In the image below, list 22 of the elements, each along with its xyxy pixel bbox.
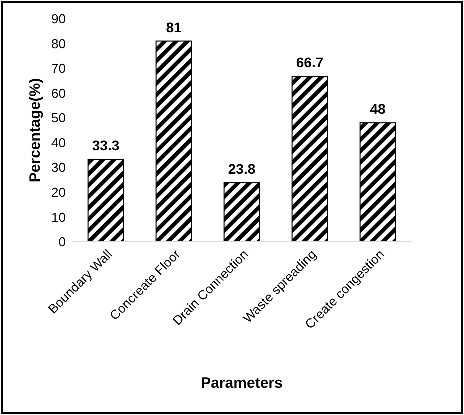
y-tick-label: 90 — [52, 12, 66, 27]
y-axis-title: Percentage(%) — [27, 78, 44, 183]
y-tick-label: 10 — [52, 210, 66, 225]
bar — [292, 76, 328, 242]
data-label: 66.7 — [296, 54, 324, 71]
y-tick-label: 50 — [52, 110, 66, 126]
bar — [360, 122, 396, 242]
bar — [156, 40, 192, 242]
y-tick-label: 40 — [52, 135, 66, 150]
data-label: 23.8 — [228, 161, 256, 178]
y-tick-label: 80 — [52, 36, 66, 52]
data-label: 81 — [166, 19, 182, 36]
x-axis-title: Parameters — [201, 375, 283, 392]
y-tick-label: 70 — [52, 61, 66, 76]
data-label: 33.3 — [92, 137, 120, 154]
data-label: 48 — [370, 101, 386, 118]
y-tick-label: 30 — [52, 160, 66, 176]
y-tick-label: 20 — [52, 184, 66, 200]
y-tick-label: 0 — [58, 234, 66, 250]
y-tick-label: 60 — [52, 86, 66, 101]
bar — [88, 158, 124, 242]
bar — [224, 182, 260, 242]
